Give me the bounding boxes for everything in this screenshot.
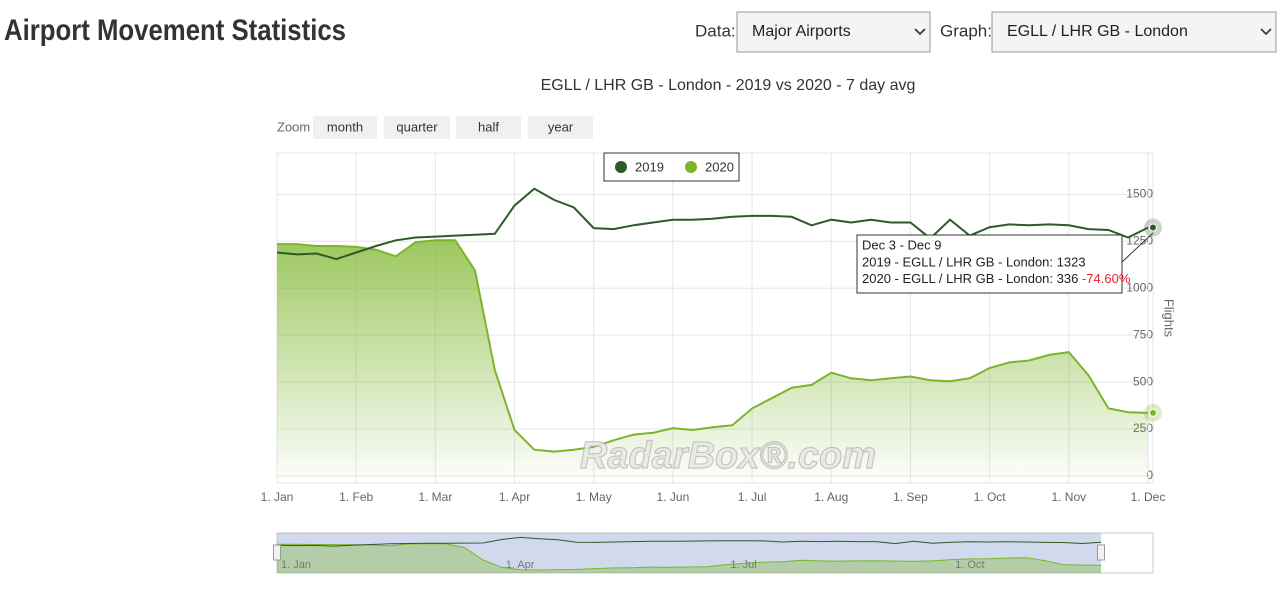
x-tick-label: 1. Oct — [974, 490, 1007, 504]
y-axis-label: Flights — [1162, 299, 1177, 338]
graph-label: Graph: — [940, 21, 992, 40]
area — [277, 543, 1101, 573]
legend: 2019 2020 — [603, 152, 740, 182]
x-tick-label: 1. Apr — [499, 490, 530, 504]
x-tick-label: 1. Jan — [261, 490, 294, 504]
zoom-button-bg[interactable] — [528, 116, 593, 139]
tooltip-line: 2019 - EGLL / LHR GB - London: 1323 — [862, 254, 1086, 269]
navigator-label: 1. Apr — [506, 559, 535, 571]
tooltip-pointer — [1121, 232, 1154, 263]
zoom-button[interactable]: half — [456, 116, 521, 139]
y-tick-label: 500 — [1133, 374, 1153, 388]
graph-select[interactable]: EGLL / LHR GB - London — [991, 11, 1277, 53]
data-label: Data: — [695, 21, 736, 40]
y-tick-label: 0 — [1146, 468, 1153, 482]
legend-marker — [615, 161, 627, 173]
x-tick-label: 1. Sep — [893, 490, 928, 504]
zoom-button-bg[interactable] — [456, 116, 521, 139]
x-tick-label: 1. Aug — [814, 490, 848, 504]
x-tick-label: 1. Feb — [339, 490, 373, 504]
y-tick-label: 1250 — [1126, 233, 1153, 247]
navigator-label: 1. Jan — [281, 559, 311, 571]
navigator-handle[interactable] — [1097, 544, 1105, 561]
navigator-label: 1. Oct — [955, 559, 984, 571]
zoom-buttons: month quarter half year — [313, 116, 593, 139]
data-select[interactable]: Major Airports — [736, 11, 931, 53]
legend-label: 2020 — [705, 159, 734, 174]
navigator: 1. Jan 1. Apr 1. Jul 1. Oct — [273, 532, 1154, 574]
line — [276, 187, 1149, 261]
area — [277, 240, 1148, 476]
tooltip-line-text: 2020 - EGLL / LHR GB - London: 336 — [862, 271, 1078, 286]
zoom-button-label[interactable]: month — [327, 119, 363, 134]
legend-label: 2019 — [635, 159, 664, 174]
select-box[interactable] — [991, 11, 1277, 53]
chevron — [1260, 28, 1272, 36]
x-tick-label: 1. Jul — [738, 490, 767, 504]
tooltip-change: -74.60% — [1082, 271, 1131, 286]
x-tick-label: 1. May — [576, 490, 612, 504]
y-tick-label: 750 — [1133, 327, 1153, 341]
tooltip-box — [856, 234, 1123, 294]
select-value[interactable]: Major Airports — [752, 23, 851, 40]
page-title: Airport Movement Statistics — [4, 14, 346, 47]
hover-point — [1149, 408, 1157, 417]
navigator-mask — [277, 533, 1101, 573]
area-line — [277, 239, 1149, 453]
x-tick-label: 1. Mar — [418, 490, 452, 504]
zoom-button[interactable]: quarter — [384, 116, 450, 139]
tooltip-title: Dec 3 - Dec 9 — [862, 237, 941, 252]
y-tick-label: 1000 — [1126, 280, 1153, 294]
select-box[interactable] — [736, 11, 931, 53]
watermark: RadarBox®.com — [580, 435, 876, 477]
hover-point — [1149, 223, 1157, 232]
legend-marker — [685, 161, 697, 173]
y-tick-label: 1500 — [1126, 186, 1153, 200]
zoom-button[interactable]: year — [528, 116, 593, 139]
zoom-button-label[interactable]: half — [478, 119, 499, 134]
zoom-button-label[interactable]: year — [548, 119, 574, 134]
zoom-label: Zoom — [277, 119, 310, 134]
zoom-button-bg[interactable] — [313, 116, 377, 139]
tooltip-line: 2020 - EGLL / LHR GB - London: 336 -74.6… — [862, 271, 1131, 286]
line — [276, 536, 1102, 547]
zoom-button-bg[interactable] — [384, 116, 450, 139]
legend-box — [603, 152, 740, 182]
navigator-handle[interactable] — [273, 544, 281, 561]
select-value[interactable]: EGLL / LHR GB - London — [1007, 23, 1188, 40]
chevron — [914, 28, 926, 36]
zoom-button-label[interactable]: quarter — [396, 119, 438, 134]
x-tick-label: 1. Dec — [1131, 490, 1166, 504]
navigator-label: 1. Jul — [730, 559, 756, 571]
chart-title: EGLL / LHR GB - London - 2019 vs 2020 - … — [541, 77, 916, 94]
x-tick-label: 1. Nov — [1051, 490, 1086, 504]
tooltip: Dec 3 - Dec 9 2019 - EGLL / LHR GB - Lon… — [856, 232, 1154, 294]
x-tick-label: 1. Jun — [657, 490, 690, 504]
zoom-button[interactable]: month — [313, 116, 377, 139]
